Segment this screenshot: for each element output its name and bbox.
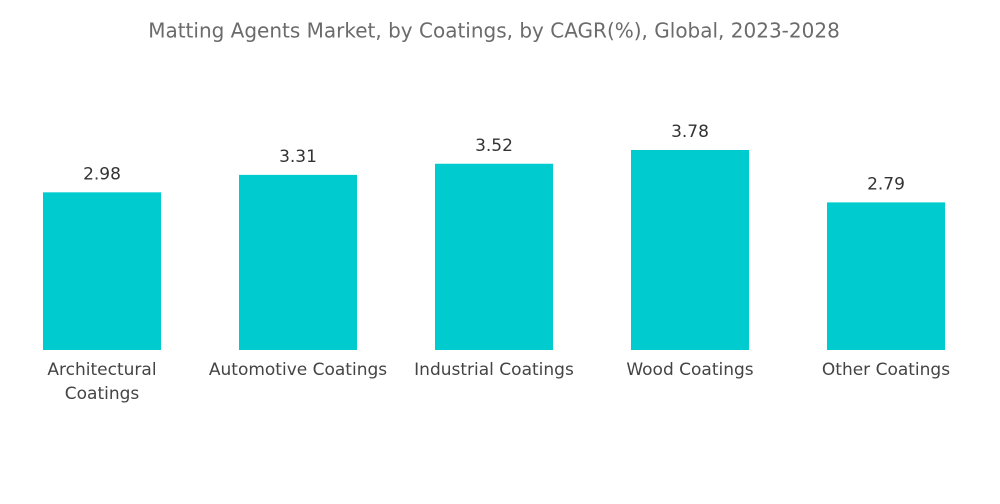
data-label: 3.52 <box>475 136 513 156</box>
data-label: 3.78 <box>671 122 709 142</box>
bar <box>827 202 945 350</box>
x-tick-label: Wood Coatings <box>626 360 754 380</box>
x-tick-label: Other Coatings <box>821 360 951 380</box>
x-tick-label: Automotive Coatings <box>208 360 388 380</box>
data-label: 2.79 <box>867 174 905 194</box>
x-tick-label: Architectural Coatings <box>47 360 157 404</box>
bar <box>631 150 749 350</box>
bar <box>435 163 553 350</box>
data-label: 2.98 <box>83 164 121 184</box>
bar <box>239 174 357 350</box>
x-tick-label: Industrial Coatings <box>414 360 574 380</box>
bar <box>43 192 161 350</box>
chart-title: Matting Agents Market, by Coatings, by C… <box>148 19 840 43</box>
data-label: 3.31 <box>279 147 317 167</box>
